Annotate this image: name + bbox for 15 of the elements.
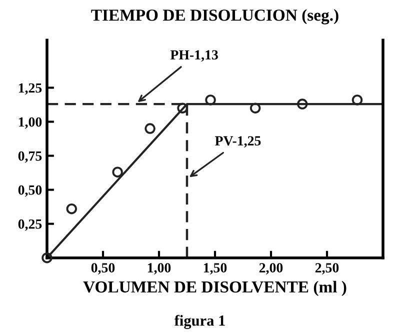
x-tick-label: 1,50 [204,263,227,274]
x-axis-title: VOLUMEN DE DISOLVENTE (ml ) [83,280,346,296]
y-tick-label: 1,00 [18,117,42,129]
x-tick-label: 2,00 [259,263,283,274]
y-tick-label: 1,25 [18,83,42,95]
y-tick-label: 0,50 [18,185,42,197]
x-tick-label: 0,50 [91,263,115,274]
text: figura 1 [174,314,225,329]
annotation: PV-1,25 [215,136,261,148]
y-tick-label: 0,75 [18,151,42,163]
y-axis-title: TIEMPO DE DISOLUCION (seg.) [91,9,338,24]
x-tick-label: 1,00 [148,263,171,274]
y-tick-label: 0,25 [18,219,42,231]
annotation: PH-1,13 [170,50,218,62]
x-tick-label: 2,50 [315,263,339,274]
